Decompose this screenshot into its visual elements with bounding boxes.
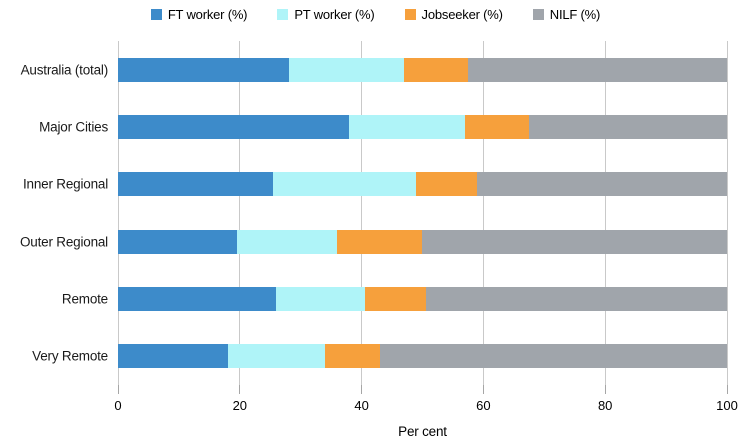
bar-segment [118,172,274,197]
x-tick-mark [361,385,363,394]
gridline [117,41,119,385]
bar-segment [416,172,478,197]
legend: FT worker (%) PT worker (%) Jobseeker (%) N… [0,7,751,22]
gridline [604,41,606,385]
bar-segment [477,172,727,197]
gridline [361,41,363,385]
category-label: Inner Regional [22,176,108,192]
bar-segment [422,229,727,254]
x-tick-label: 60 [476,398,491,413]
bar-segment [236,229,338,254]
category-label: Very Remote [32,348,108,364]
legend-swatch-icon [277,9,289,20]
category-label: Major Cities [39,119,108,135]
bar-segment [529,115,727,139]
bar-segment [276,287,365,311]
legend-item: Jobseeker (%) [404,7,503,22]
y-axis-labels: Australia (total) Major Cities Inner Regio… [0,41,110,385]
bar-segment [227,344,326,369]
bar-segment [468,57,727,82]
category-label: Australia (total) [20,62,109,78]
bar-segment [349,115,466,139]
legend-swatch-icon [150,9,162,20]
bar-segment [118,229,237,254]
legend-item: NILF (%) [532,7,601,22]
legend-label: PT worker (%) [294,7,375,22]
bar-row [118,287,727,311]
gridline [726,41,728,385]
plot-area [117,41,728,385]
legend-label: Jobseeker (%) [421,7,503,22]
x-tick-label: 20 [232,398,248,413]
bar-segment [379,344,727,369]
x-tick-mark [726,385,728,394]
bar-segment [118,57,289,82]
x-tick-label: 40 [354,398,369,413]
bar-segment [364,287,426,311]
bar-row [118,229,727,254]
legend-swatch-icon [404,9,416,20]
bar-segment [288,57,405,82]
x-tick-mark [239,385,241,394]
bar-segment [465,115,530,139]
category-label: Remote [61,291,108,307]
bar-segment [337,229,423,254]
gridline [239,41,241,385]
bar-segment [425,287,727,311]
bar-row [118,115,727,139]
x-tick-label: 80 [597,398,613,413]
bar-row [118,172,727,197]
x-tick-label: 100 [716,398,738,413]
legend-item: PT worker (%) [277,7,375,22]
bar-row [118,344,727,369]
x-axis-title: Per cent [398,424,447,439]
gridline [482,41,484,385]
x-tick-label: 0 [114,398,122,413]
x-tick-mark [604,385,606,394]
bar-segment [118,287,277,311]
bar-segment [404,57,469,82]
legend-label: FT worker (%) [167,7,248,22]
legend-swatch-icon [532,9,544,20]
legend-label: NILF (%) [549,7,601,22]
bar-segment [118,115,350,139]
category-label: Outer Regional [19,234,108,250]
x-axis-ticks: 0 20 40 60 80 100 [114,385,738,421]
x-tick-mark [117,385,119,394]
bar-row [118,57,727,82]
bar-segment [273,172,417,197]
x-tick-mark [482,385,484,394]
bar-segment [118,344,228,369]
legend-item: FT worker (%) [150,7,248,22]
bar-segment [325,344,380,369]
